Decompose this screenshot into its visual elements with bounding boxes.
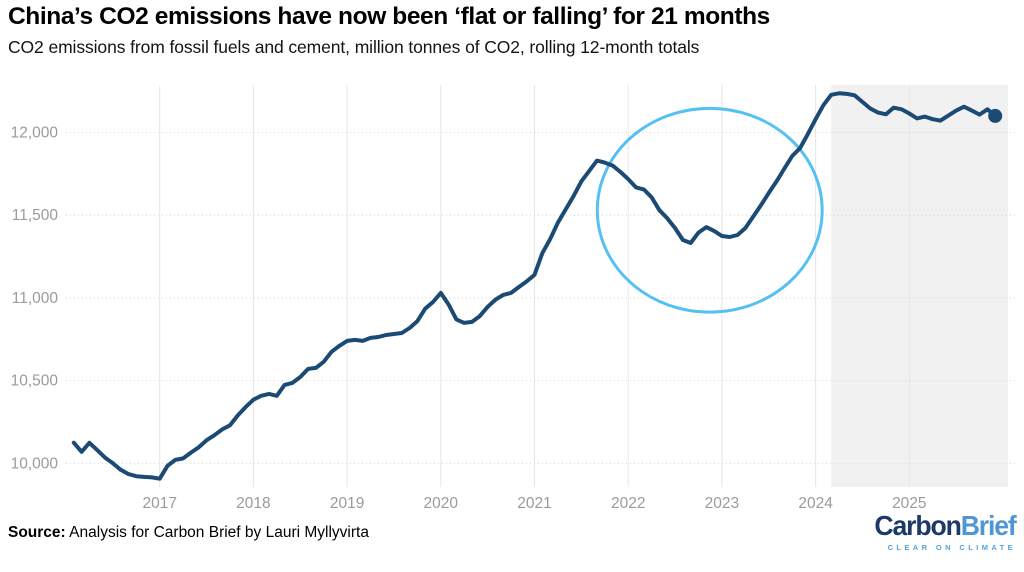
x-tick-label: 2023 — [705, 495, 739, 512]
y-axis-tick-labels: 10,000 10,500 11,000 11,500 12,000 — [11, 124, 59, 472]
logo-brief-text: Brief — [961, 510, 1017, 541]
y-tick-label: 11,500 — [12, 207, 59, 224]
logo-tagline: CLEAR ON CLIMATE — [887, 543, 1016, 553]
logo-carbon-text: Carbon — [874, 510, 962, 541]
gridlines — [66, 85, 1015, 487]
x-axis-tick-labels: 2017 2018 2019 2020 2021 2022 2023 2024 2025 — [142, 495, 926, 512]
carbonbrief-logo: CarbonBrief CLEAR ON CLIMATE — [867, 510, 1017, 553]
x-tick-label: 2020 — [424, 495, 459, 512]
carbonbrief-wordmark: CarbonBrief — [874, 510, 1017, 541]
y-tick-label: 10,500 — [11, 373, 59, 390]
x-tick-label: 2025 — [892, 495, 926, 512]
x-tick-label: 2022 — [611, 495, 645, 512]
dip-annotation-circle — [595, 106, 824, 314]
x-tick-label: 2019 — [330, 495, 364, 512]
page-title: China’s CO2 emissions have now been ‘fla… — [8, 3, 770, 30]
source-note: Source: Analysis for Carbon Brief by Lau… — [8, 524, 369, 542]
y-tick-label: 10,000 — [11, 455, 59, 472]
source-text: Analysis for Carbon Brief by Lauri Mylly… — [65, 524, 369, 541]
page-subtitle: CO2 emissions from fossil fuels and ceme… — [8, 37, 700, 57]
latest-data-point-dot — [988, 108, 1003, 123]
co2-emissions-line — [71, 91, 998, 481]
x-tick-label: 2024 — [798, 495, 833, 512]
source-label: Source: — [8, 524, 66, 541]
flat-period-highlight-region — [831, 85, 1008, 487]
x-tick-label: 2017 — [142, 495, 176, 512]
x-tick-label: 2021 — [517, 495, 551, 512]
x-tick-label: 2018 — [236, 495, 270, 512]
y-tick-label: 11,000 — [12, 290, 59, 307]
y-tick-label: 12,000 — [11, 124, 59, 141]
